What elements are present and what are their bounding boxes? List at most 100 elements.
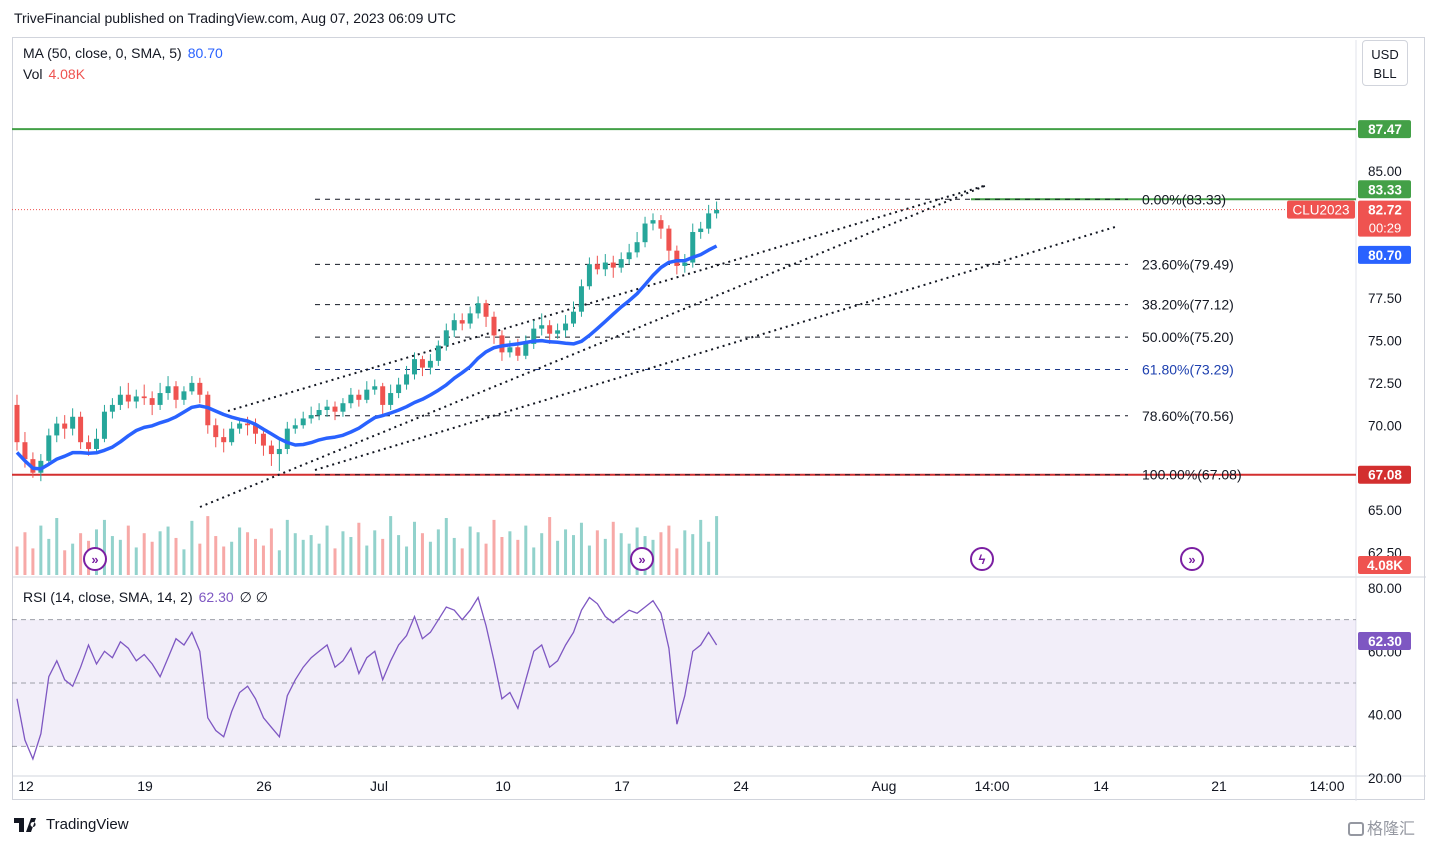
volume-bar	[269, 528, 273, 575]
rsi-legend[interactable]: RSI (14, close, SMA, 14, 2) 62.30 ∅ ∅	[23, 589, 268, 606]
volume-bar	[126, 525, 130, 575]
rsi-axis-tick-0: 80.00	[1368, 581, 1402, 596]
candle-body	[427, 360, 433, 368]
fib-label-2: 38.20%(77.12)	[1142, 297, 1234, 313]
candle-body	[650, 220, 656, 224]
volume-bar	[405, 546, 409, 575]
volume-bar	[102, 519, 106, 575]
tradingview-logo[interactable]: TradingView	[14, 816, 129, 833]
candle-body	[531, 328, 537, 344]
price-axis-tick-1: 77.50	[1368, 291, 1402, 306]
fib-label-0: 0.00%(83.33)	[1142, 191, 1226, 207]
candle-body	[602, 262, 608, 270]
candle-body	[467, 313, 473, 324]
vol-legend-label: Vol	[23, 66, 43, 82]
volume-bar	[142, 533, 146, 575]
volume-bar	[603, 538, 607, 575]
last-price-tag-bg	[1358, 200, 1411, 237]
candle-body	[674, 250, 680, 266]
volume-bar	[579, 522, 583, 575]
candle-body	[364, 389, 370, 400]
candle-body	[571, 311, 576, 324]
candle-body	[221, 437, 227, 443]
candle-body	[419, 359, 425, 368]
volume-bar	[349, 537, 353, 575]
time-axis-tick-4: 10	[495, 778, 511, 794]
time-axis-tick-0: 12	[18, 778, 34, 794]
vol-legend[interactable]: Vol 4.08K	[23, 66, 85, 82]
candle-body	[284, 428, 290, 449]
candle-body	[563, 323, 569, 331]
volume-bar	[134, 547, 138, 575]
volume-bar	[420, 533, 424, 575]
volume-bar	[373, 530, 377, 575]
candle-body	[94, 438, 99, 449]
volume-bar	[198, 543, 202, 575]
candle-body	[523, 343, 529, 356]
volume-tag-bg	[1358, 556, 1411, 574]
candle-body	[372, 386, 378, 390]
event-marker-icon	[83, 547, 107, 571]
ma-legend[interactable]: MA (50, close, 0, SMA, 5) 80.70	[23, 45, 223, 61]
volume-bar	[174, 537, 178, 575]
time-axis-tick-11: 14:00	[1309, 778, 1344, 794]
rsi-legend-value: 62.30	[198, 589, 234, 605]
ma-price-tag: 80.70	[1368, 248, 1402, 263]
volume-bar	[683, 530, 687, 575]
volume-bar	[333, 548, 337, 575]
volume-bar	[707, 541, 711, 575]
rsi-line	[16, 595, 718, 761]
candle-body	[499, 335, 505, 353]
channel-lower-extension	[199, 184, 988, 508]
resistance-price-tag: 87.47	[1368, 122, 1402, 137]
candle-body	[555, 330, 561, 334]
ma-legend-value: 80.70	[187, 45, 223, 61]
volume-bar	[285, 519, 289, 575]
candle-body	[70, 416, 76, 429]
candle-body	[483, 303, 489, 317]
candle-body	[101, 411, 107, 439]
vol-legend-value: 4.08K	[48, 66, 86, 82]
volume-bar	[492, 519, 496, 575]
volume-bar	[317, 543, 321, 575]
volume-bar	[261, 545, 265, 575]
rsi-legend-label: RSI (14, close, SMA, 14, 2)	[23, 589, 193, 605]
volume-bar	[79, 533, 83, 575]
volume-bar	[476, 532, 480, 575]
candle-body	[324, 406, 330, 410]
volume-bar	[214, 536, 218, 575]
volume-bar	[540, 533, 544, 575]
candle-body	[435, 345, 441, 361]
time-axis-tick-1: 19	[137, 778, 153, 794]
event-marker-icon-glyph: »	[91, 552, 98, 567]
rsi-legend-extra: ∅ ∅	[239, 589, 268, 605]
candle-body	[253, 425, 258, 434]
volume-bar	[468, 526, 472, 575]
volume-bar	[158, 531, 162, 575]
candle-body	[491, 316, 497, 336]
rsi-value-tag-bg	[1358, 632, 1411, 650]
candle-body	[507, 347, 513, 353]
currency-selector[interactable]: USD BLL	[1362, 40, 1408, 86]
volume-bar	[309, 535, 313, 575]
candle-body	[213, 425, 219, 438]
candle-body	[443, 330, 449, 346]
candle-body	[308, 415, 314, 419]
candle-body	[586, 264, 592, 287]
volume-bar	[699, 519, 703, 575]
volume-bar	[293, 533, 297, 575]
volume-bar	[39, 525, 43, 575]
volume-bar	[572, 535, 575, 575]
candle-body	[133, 396, 139, 402]
candle-body	[459, 320, 465, 324]
candle-body	[181, 391, 187, 400]
candle-body	[62, 423, 68, 429]
time-axis-tick-2: 26	[256, 778, 272, 794]
volume-bar	[508, 531, 512, 575]
volume-bar	[436, 529, 440, 575]
candle-body	[300, 418, 306, 426]
ma-legend-label: MA (50, close, 0, SMA, 5)	[23, 45, 182, 61]
volume-bar	[206, 516, 210, 575]
fib-label-3: 50.00%(75.20)	[1142, 329, 1234, 345]
